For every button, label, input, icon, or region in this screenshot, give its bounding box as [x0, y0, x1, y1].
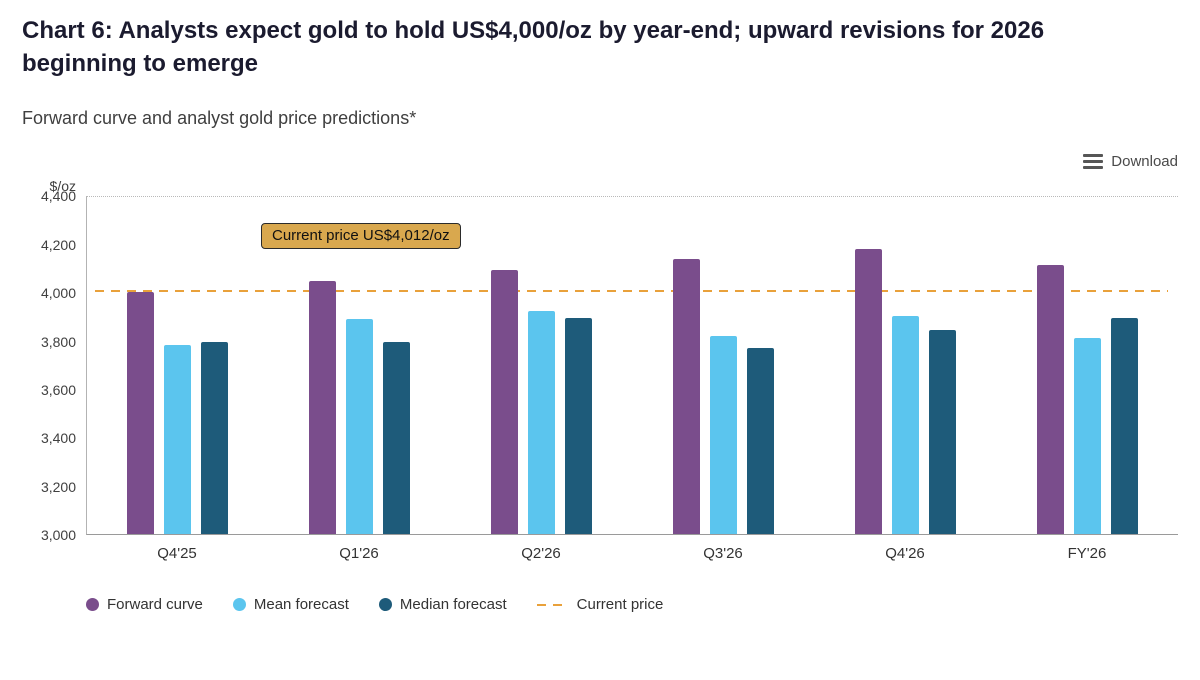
hamburger-menu-icon	[1083, 154, 1104, 170]
legend-label: Forward curve	[107, 596, 203, 614]
y-axis: 4,400 4,200 4,000 3,800 3,600 3,400 3,200 3,000	[22, 188, 86, 543]
bar-median-forecast-q3-26[interactable]	[746, 347, 774, 535]
bar-group-fy-26	[1036, 265, 1138, 535]
bar-median-forecast-q1-26[interactable]	[383, 341, 411, 535]
current-price-annotation: Current price US$4,012/oz	[261, 223, 461, 250]
bar-forward-curve-q3-26[interactable]	[672, 259, 700, 535]
chart-subtitle: Forward curve and analyst gold price pre…	[22, 108, 417, 129]
legend-dash-icon	[536, 603, 569, 606]
x-axis-label-q2-26: Q2'26	[521, 545, 561, 563]
y-tick-label: 4,000	[40, 285, 76, 302]
bar-forward-curve-q4-26[interactable]	[854, 248, 882, 535]
page-title: Chart 6: Analysts expect gold to hold US…	[22, 17, 1045, 78]
legend-label: Mean forecast	[253, 596, 349, 614]
bar-mean-forecast-q4-25[interactable]	[164, 345, 192, 535]
bar-group-q4-26	[854, 248, 956, 535]
bar-forward-curve-q4-25[interactable]	[127, 292, 155, 535]
bar-forward-curve-q1-26[interactable]	[309, 281, 337, 535]
legend-label: Current price	[576, 596, 664, 614]
toolbar: Download	[22, 153, 1178, 170]
legend-item-forward-curve[interactable]: Forward curve	[86, 596, 203, 613]
y-tick-label: 4,400	[40, 188, 76, 205]
chart-legend: Forward curve Mean forecast Median forecas…	[86, 596, 1178, 613]
y-tick-label: 4,200	[40, 236, 76, 253]
page: Chart 6: Analysts expect gold to hold US…	[22, 17, 1178, 613]
legend-item-mean-forecast[interactable]: Mean forecast	[232, 596, 349, 614]
bar-mean-forecast-q1-26[interactable]	[346, 318, 374, 535]
bar-mean-forecast-fy-26[interactable]	[1073, 338, 1101, 535]
y-tick-label: 3,400	[40, 430, 76, 447]
bar-median-forecast-q4-26[interactable]	[928, 329, 956, 535]
x-axis-label-fy-26: FY'26	[1067, 545, 1107, 563]
bar-median-forecast-q4-25[interactable]	[201, 341, 229, 535]
bar-group-q4-25	[127, 292, 229, 535]
bar-median-forecast-q2-26[interactable]	[565, 317, 593, 535]
plot-area: Current price US$4,012/oz	[86, 196, 1178, 536]
bar-median-forecast-fy-26[interactable]	[1110, 317, 1138, 535]
bar-group-q2-26	[491, 270, 593, 535]
bar-mean-forecast-q2-26[interactable]	[528, 311, 556, 535]
bar-group-q3-26	[672, 259, 774, 535]
legend-item-median-forecast[interactable]: Median forecast	[378, 596, 507, 614]
bar-group-q1-26	[309, 281, 411, 535]
legend-item-current-price[interactable]: Current price	[536, 596, 664, 614]
x-axis-label-q3-26: Q3'26	[703, 545, 743, 563]
bar-mean-forecast-q3-26[interactable]	[709, 335, 737, 535]
chart: 4,400 4,200 4,000 3,800 3,600 3,400 3,200 3,000…	[22, 188, 1178, 543]
legend-label: Median forecast	[399, 596, 507, 614]
current-price-line	[95, 290, 1168, 293]
legend-dot-icon	[378, 598, 392, 612]
y-tick-label: 3,800	[40, 333, 76, 350]
legend-dot-icon	[86, 598, 99, 612]
download-button[interactable]: Download	[1083, 153, 1178, 170]
y-tick-label: 3,600	[40, 381, 76, 398]
legend-dot-icon	[232, 598, 246, 612]
y-tick-label: 3,000	[40, 527, 76, 544]
bar-forward-curve-fy-26[interactable]	[1036, 265, 1064, 535]
y-tick-label: 3,200	[40, 478, 76, 495]
bar-forward-curve-q2-26[interactable]	[491, 270, 519, 535]
download-label: Download	[1111, 153, 1178, 171]
x-axis-labels: Q4'25 Q1'26 Q2'26 Q3'26 Q4'26 FY'26	[86, 545, 1178, 562]
x-axis-label-q4-26: Q4'26	[885, 545, 925, 563]
bar-groups	[87, 197, 1178, 535]
x-axis-label-q1-26: Q1'26	[339, 545, 379, 563]
y-axis-unit-label: $/oz	[49, 178, 76, 195]
x-axis-label-q4-25: Q4'25	[157, 545, 197, 563]
bar-mean-forecast-q4-26[interactable]	[891, 316, 919, 535]
